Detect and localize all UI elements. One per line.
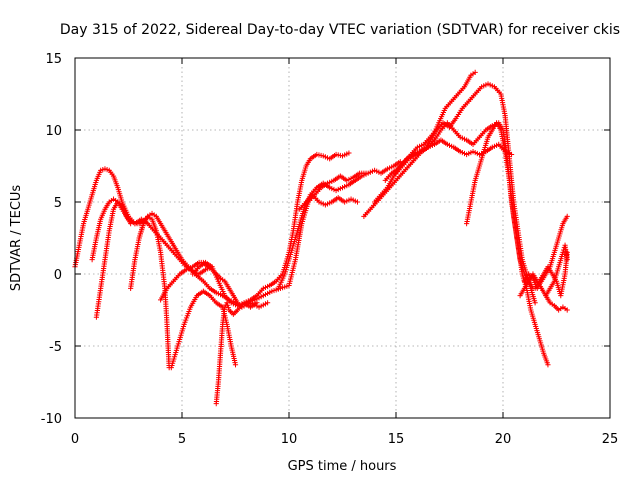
y-tick-label: -5 (49, 340, 62, 355)
y-tick-label: -10 (41, 412, 62, 427)
data-point (532, 300, 538, 306)
series-track-21 (543, 242, 570, 299)
series-track-15 (382, 81, 538, 306)
data-point (545, 362, 551, 368)
series-line (91, 198, 213, 275)
data-point (564, 213, 570, 219)
data-point (346, 150, 352, 156)
data-point (564, 307, 570, 313)
axis-ticks (74, 57, 611, 419)
y-tick-label: 10 (45, 124, 62, 139)
y-axis-label: SDTVAR / TECUs (9, 185, 24, 292)
data-point (564, 257, 570, 263)
series-track-8 (213, 300, 260, 407)
y-tick-labels: -10 -5 0 5 10 15 (41, 52, 62, 427)
x-tick-label: 0 (71, 432, 79, 447)
data-point (560, 249, 566, 255)
x-tick-label: 20 (495, 432, 512, 447)
series-track-10 (243, 170, 369, 306)
data-point (128, 221, 134, 227)
series-layer (72, 69, 570, 407)
plot-frame (74, 57, 611, 419)
gridlines (75, 58, 610, 418)
series-line (246, 172, 367, 304)
series-line (192, 152, 350, 307)
data-point (232, 362, 239, 368)
series-track-13 (361, 137, 515, 219)
series-line (277, 161, 401, 289)
x-axis-label: GPS time / hours (288, 459, 397, 474)
x-tick-label: 10 (281, 432, 298, 447)
series-track-6 (168, 288, 239, 371)
series-track-17 (464, 120, 551, 368)
data-point (354, 199, 361, 205)
y-tick-label: 15 (45, 52, 62, 67)
series-track-20 (532, 249, 570, 299)
chart-title: Day 315 of 2022, Sidereal Day-to-day VTE… (60, 22, 620, 38)
data-point (472, 69, 478, 75)
series-track-9 (190, 150, 352, 309)
series-track-11 (275, 159, 403, 291)
x-tick-label: 25 (602, 432, 619, 447)
y-tick-label: 5 (54, 196, 62, 211)
data-point (225, 302, 231, 308)
x-tick-labels: 0 5 10 15 20 25 (71, 432, 618, 447)
series-track-12 (297, 192, 361, 212)
data-point (225, 305, 231, 311)
x-tick-label: 5 (178, 432, 186, 447)
series-track-3 (93, 199, 134, 320)
x-tick-label: 15 (388, 432, 405, 447)
data-point (265, 300, 271, 306)
y-tick-label: 0 (54, 268, 62, 283)
